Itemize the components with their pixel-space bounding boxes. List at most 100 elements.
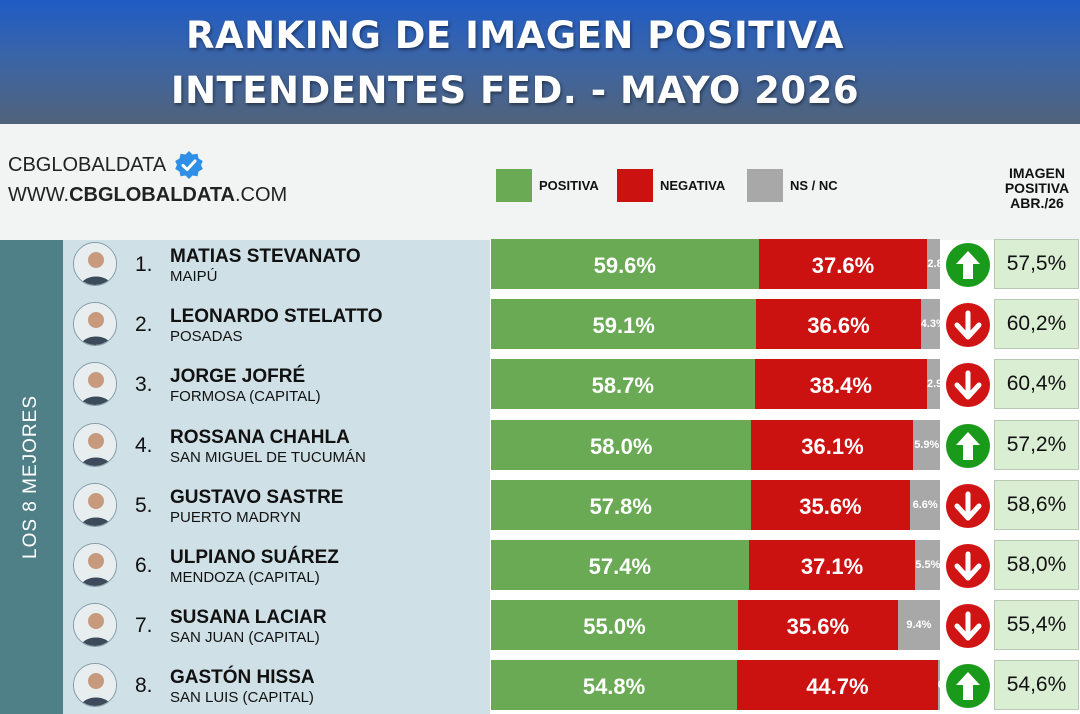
top-band — [0, 124, 1080, 240]
bar-nsnc: 0.5 — [937, 660, 940, 711]
avatar — [73, 543, 117, 587]
avatar — [73, 482, 117, 527]
bar-positiva: 58.0% — [491, 419, 752, 470]
stacked-bar: 58.7% 38.4% 2.9% — [491, 359, 940, 410]
bar-positiva: 59.1% — [491, 299, 757, 350]
bar-negativa: 37.1% — [748, 540, 916, 590]
bar-negativa: 38.4% — [754, 359, 927, 410]
bar-label-negativa: 36.1% — [801, 433, 864, 459]
legend-label-negativa: NEGATIVA — [660, 178, 726, 193]
header-title-line1: RANKING DE IMAGEN POSITIVA — [185, 14, 845, 57]
bar-nsnc: 2.8% — [927, 239, 940, 289]
arrow-up-icon — [945, 663, 991, 709]
arrow-down-icon — [945, 603, 991, 649]
rank-number: 2. — [135, 313, 153, 337]
legend-label-positiva: POSITIVA — [539, 178, 599, 193]
bar-label-negativa: 35.6% — [786, 614, 850, 640]
bar-label-positiva: 59.6% — [593, 253, 656, 278]
bar-positiva: 58.7% — [491, 359, 755, 410]
rank-number: 7. — [135, 614, 153, 638]
bar-label-positiva: 57.8% — [589, 493, 652, 519]
stacked-bar: 58.0% 36.1% 5.9% — [491, 419, 940, 470]
brand-url-prefix: WWW. — [8, 184, 70, 206]
person-city: MAIPÚ — [170, 268, 218, 285]
bar-negativa: 35.6% — [737, 600, 898, 651]
previous-value: 57,5% — [1006, 252, 1067, 275]
person-city: MENDOZA (CAPITAL) — [170, 569, 320, 586]
bar-label-positiva: 59.1% — [592, 313, 655, 339]
previous-value: 57,2% — [1006, 432, 1067, 456]
previous-value-cell: 58,0% — [994, 540, 1079, 590]
bar-label-negativa: 37.1% — [800, 554, 864, 579]
brand-url-suffix: .COM — [235, 184, 288, 206]
legend-label-nsnc: NS / NC — [790, 178, 838, 193]
previous-value: 58,0% — [1006, 553, 1067, 576]
bar-label-negativa: 36.6% — [807, 313, 870, 339]
rank-number: 8. — [135, 674, 153, 698]
person-city: SAN LUIS (CAPITAL) — [170, 689, 314, 707]
brand-name: CBGLOBALDATA — [8, 153, 167, 176]
bar-nsnc: 5.9% — [913, 419, 940, 470]
person-city: FORMOSA (CAPITAL) — [170, 388, 321, 406]
bar-nsnc: 4.3% — [920, 299, 940, 350]
previous-header-line2: POSITIVA — [1004, 180, 1070, 196]
bar-label-negativa: 37.6% — [811, 253, 875, 278]
stacked-bar: 59.1% 36.6% 4.3% — [491, 299, 940, 350]
brand-url-bold: CBGLOBALDATA — [69, 184, 235, 206]
brand-name-row: CBGLOBALDATA — [8, 150, 204, 180]
person-name: GASTÓN HISSA — [170, 667, 315, 689]
stacked-bar: 57.4% 37.1% 5.5% — [491, 540, 940, 590]
previous-value-cell: 57,2% — [994, 419, 1079, 470]
person-name: ULPIANO SUÁREZ — [170, 547, 339, 568]
previous-column-header: IMAGEN POSITIVA ABR./26 — [994, 166, 1080, 211]
avatar — [73, 362, 117, 407]
person-name: ROSSANA CHAHLA — [170, 426, 350, 448]
table-row: 6. ULPIANO SUÁREZ MENDOZA (CAPITAL) 57.4% 37… — [0, 540, 1080, 592]
arrow-down-icon — [945, 483, 991, 529]
bar-nsnc: 9.4% — [897, 600, 940, 651]
previous-value-cell: 54,6% — [994, 660, 1079, 711]
person-city: PUERTO MADRYN — [170, 508, 301, 526]
bar-negativa: 36.1% — [751, 419, 914, 470]
bar-positiva: 57.4% — [491, 540, 749, 590]
bar-label-nsnc: 5.9% — [914, 438, 940, 451]
previous-value: 54,6% — [1006, 673, 1067, 697]
rank-number: 4. — [135, 433, 153, 457]
previous-value: 55,4% — [1006, 613, 1067, 637]
sidebar-label-panel: LOS 8 MEJORES — [0, 240, 63, 714]
bar-label-positiva: 57.4% — [588, 554, 652, 579]
rank-number: 5. — [135, 493, 153, 517]
bar-nsnc: 5.5% — [915, 540, 940, 590]
bar-negativa: 35.6% — [750, 479, 911, 530]
bar-label-nsnc: 9.4% — [906, 619, 932, 632]
stacked-bar: 59.6% 37.6% 2.8% — [491, 239, 940, 289]
avatar — [73, 302, 117, 347]
header-banner: RANKING DE IMAGEN POSITIVA INTENDENTES F… — [0, 0, 1080, 124]
person-name: JORGE JOFRÉ — [170, 366, 306, 388]
person-city: SAN JUAN (CAPITAL) — [170, 629, 320, 647]
previous-value-cell: 60,2% — [994, 299, 1079, 350]
table-row: 8. GASTÓN HISSA SAN LUIS (CAPITAL) 54.8% 44.… — [0, 660, 1080, 712]
bar-label-positiva: 54.8% — [582, 674, 646, 700]
rank-number: 6. — [135, 554, 153, 577]
arrow-down-icon — [945, 302, 991, 348]
table-row: 5. GUSTAVO SASTRE PUERTO MADRYN 57.8% 35.6% 6… — [0, 479, 1080, 532]
bar-positiva: 57.8% — [491, 479, 751, 530]
table-row: 4. ROSSANA CHAHLA SAN MIGUEL DE TUCUMÁN 58.… — [0, 419, 1080, 472]
stacked-bar: 57.8% 35.6% 6.6% — [491, 479, 940, 530]
avatar — [73, 422, 117, 467]
bar-label-negativa: 38.4% — [809, 373, 872, 399]
bar-positiva: 55.0% — [491, 600, 738, 651]
bar-negativa: 37.6% — [758, 239, 928, 289]
previous-header-line1: IMAGEN — [1009, 165, 1065, 181]
avatar — [73, 242, 117, 286]
stacked-bar: 55.0% 35.6% 9.4% — [491, 600, 940, 651]
person-name: SUSANA LACIAR — [170, 607, 327, 629]
person-name: LEONARDO STELATTO — [170, 306, 383, 328]
previous-header-line3: ABR./26 — [1010, 195, 1064, 211]
header-title-line2: INTENDENTES FED. - MAYO 2026 — [170, 69, 860, 112]
arrow-down-icon — [945, 543, 991, 589]
person-city: SAN MIGUEL DE TUCUMÁN — [170, 448, 366, 466]
previous-value-cell: 55,4% — [994, 600, 1079, 651]
arrow-up-icon — [945, 423, 991, 469]
